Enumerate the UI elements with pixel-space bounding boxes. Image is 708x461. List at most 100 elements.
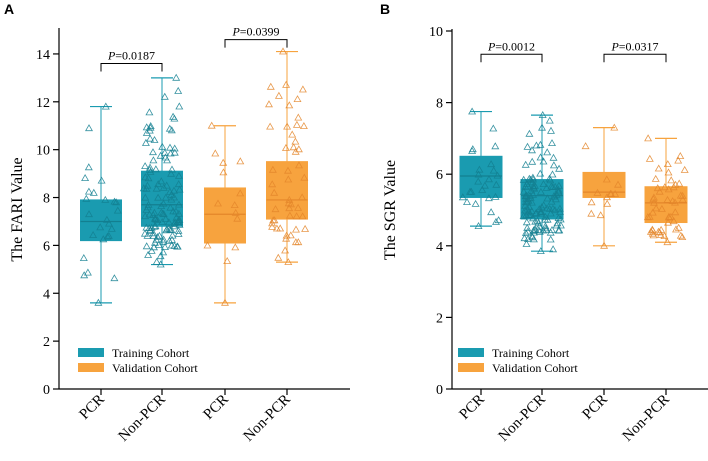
panel-b-data-point [678,191,687,199]
panel-b-data-point [546,235,555,243]
panel-b-data-point [678,195,687,203]
panel-b-data-point [536,187,545,195]
panel-a-data-point [167,225,176,233]
panel-b-data-point [611,189,620,197]
panel-b-data-point [660,183,669,191]
panel-b-data-point [492,180,501,188]
panel-a-data-point [268,165,277,173]
panel-a-data-point [97,176,106,184]
panel-a-data-point [271,205,280,213]
panel-a-data-point [266,82,275,90]
panel-a-data-point [145,224,154,232]
panel-b-data-point [541,212,550,220]
panel-b-data-point [678,233,687,240]
panel-a-y-tick-label: 2 [43,335,50,350]
panel-a-significance-bracket [100,63,163,72]
panel-a-data-point [84,187,93,195]
panel-a-data-point [160,92,169,100]
panel-b-data-point [542,183,551,191]
panel-b-data-point [536,247,545,254]
panel-b-data-point [664,218,672,226]
panel-a-data-point [143,203,152,211]
panel-b-data-point [527,198,536,206]
panel-b-data-point [480,181,489,189]
panel-b-data-point [542,226,551,234]
panel-a-data-point [230,201,239,208]
panel-b-data-point [549,245,558,253]
panel-a-data-point [152,184,161,192]
panel-b-data-point [493,171,502,179]
panel-a-y-tick-label: 12 [36,96,50,111]
panel-b-category-label: PCR [579,392,610,423]
panel-b-data-point [535,227,544,235]
panel-b-data-point [546,209,555,217]
panel-b-data-point [676,151,685,159]
panel-b-p-value-number: =0.0317 [619,39,659,53]
panel-b-data-point [519,175,528,183]
panel-b-data-point [549,153,558,161]
panel-a-data-point [152,257,161,265]
panel-b-data-point [555,164,564,172]
panel-a-data-point [156,151,165,159]
panel-a-data-point [151,222,160,230]
panel-a-data-point [172,213,181,221]
panel-b-data-point [551,182,560,190]
panel-b-data-point [654,164,663,172]
panel-a-data-point [143,181,152,189]
panel-b-data-point [539,157,548,165]
panel-a-data-point [165,187,174,195]
panel-a-data-point [89,230,98,238]
panel-b-data-point [652,204,661,212]
panel-b-data-point [519,187,528,195]
panel-b-data-point [648,208,657,216]
panel-a-data-point [94,298,103,306]
panel-b-data-point [492,217,500,225]
panel-b-data-point [543,148,552,156]
panel-b-data-point [543,194,552,202]
panel-a-data-point [151,215,160,223]
panel-b-data-point [649,193,658,201]
panel-a-data-point [113,206,122,214]
panel-b-data-point [529,182,538,190]
panel-b-data-point [536,140,545,148]
panel-b-data-point [545,204,554,212]
panel-b-data-point [528,146,536,154]
panel-b-data-point [644,134,653,142]
panel-b-legend-label-validation: Validation Cohort [492,361,578,375]
panel-a-data-point [107,224,116,232]
panel-a-data-point [166,149,175,157]
panel-a-data-point [284,166,292,174]
panel-b-legend-label-training: Training Cohort [492,346,570,360]
panel-b-data-point [581,142,590,150]
panel-b-data-point [643,213,652,221]
panel-a-data-point [169,207,178,215]
panel-a-data-point [167,126,176,134]
panel-b-data-point [669,183,678,191]
panel-a-data-point [155,231,164,239]
panel-b-data-point [484,194,493,202]
panel-b-data-point [489,166,498,174]
panel-a-data-point [157,202,166,209]
panel-a-data-point [214,199,222,207]
panel-b-data-point [523,182,532,190]
panel-b-data-point [676,231,685,239]
panel-a-data-point [170,148,179,156]
panel-b-data-point [553,219,562,227]
panel-a-legend-label-validation: Validation Cohort [112,361,198,375]
panel-b-data-point [491,142,500,150]
panel-b-data-point [648,226,657,234]
panel-a-data-point [231,243,240,251]
panel-b-data-point [548,139,556,146]
panel-a-data-point [279,47,287,55]
panel-a-data-point [159,210,168,218]
panel-b-data-point [522,239,531,247]
panel-a-data-point [287,200,295,208]
panel-b-data-point [521,229,530,236]
panel-b-category-label: PCR [456,392,487,423]
panel-a-legend-swatch-training [78,348,104,357]
panel-a-data-point [160,148,169,156]
panel-a-data-point [141,173,150,181]
panel-a-data-point [159,248,168,256]
panel-a-letter: A [4,1,14,17]
